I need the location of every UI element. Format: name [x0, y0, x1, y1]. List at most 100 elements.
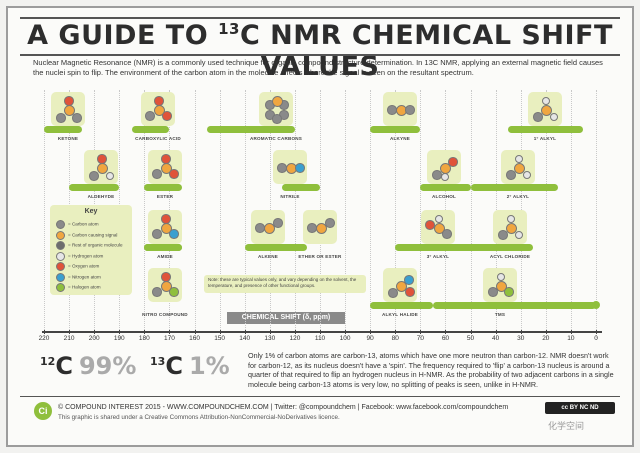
axis-tick-label: 90 [366, 335, 374, 342]
carbon-atom-icon [56, 113, 66, 123]
key-atom-icon [56, 241, 65, 250]
axis-tick [495, 330, 497, 334]
molecule-icon [383, 92, 417, 126]
carbon-atom-icon [325, 218, 335, 228]
group-label: NITRILE [280, 194, 300, 199]
molecule-icon [84, 150, 118, 184]
axis-tick-label: 60 [441, 335, 450, 342]
carbon-atom-icon [145, 111, 155, 121]
oxygen-atom-icon [448, 157, 458, 167]
oxygen-atom-icon [161, 272, 171, 282]
hydrogen-atom-icon [515, 155, 523, 163]
nitrogen-atom-icon [295, 163, 305, 173]
carbon-atom-icon [152, 229, 162, 239]
axis-tick [269, 330, 271, 334]
molecule-icon [273, 150, 307, 184]
range-bar-3-alkyl [445, 244, 534, 251]
axis-line [42, 331, 602, 333]
axis-tick [194, 330, 196, 334]
axis-tick-label: 160 [189, 335, 200, 342]
oxygen-atom-icon [405, 287, 415, 297]
axis-tick-label: 100 [339, 335, 351, 342]
axis-tick [570, 330, 572, 334]
axis-tick [94, 330, 96, 334]
axis-title: CHEMICAL SHIFT (δ, ppm) [227, 312, 345, 324]
gridline [470, 90, 472, 340]
axis-tick [345, 330, 347, 334]
group-label: ALCOHOL [431, 194, 457, 199]
molecule-icon [383, 268, 417, 302]
group-label: ESTER [156, 194, 174, 199]
carbon-atom-icon [498, 230, 508, 240]
hydrogen-atom-icon [106, 172, 114, 180]
axis-tick [244, 330, 246, 334]
axis-tick [420, 330, 422, 334]
compound-interest-logo: Ci [34, 402, 52, 420]
carbon-atom-icon [72, 113, 82, 123]
title-rule-top [20, 17, 620, 19]
range-bar-aromatic-carbons [207, 126, 295, 133]
signal-atom-icon [505, 222, 517, 234]
key-atom-icon [56, 220, 65, 229]
footer-rule [20, 396, 620, 397]
hydrogen-atom-icon [542, 97, 550, 105]
oxygen-atom-icon [169, 169, 179, 179]
signal-atom-icon [271, 95, 283, 107]
axis-tick-label: 140 [239, 335, 251, 342]
key-item-label: = Carbon causing signal [68, 232, 118, 238]
axis-tick-label: 70 [416, 335, 424, 342]
key-atom-icon [56, 251, 65, 261]
oxygen-atom-icon [161, 154, 171, 164]
axis-tick [596, 330, 597, 334]
axis-tick-label: 130 [264, 335, 276, 342]
hydrogen-atom-icon [515, 231, 523, 239]
c13-abundance: 13C 1% [150, 352, 230, 380]
hydrogen-atom-icon [435, 215, 443, 223]
range-bar-acyl-chloride [144, 244, 182, 251]
axis-tick-label: 210 [63, 335, 75, 342]
page-title: A GUIDE TO 13C NMR CHEMICAL SHIFT VALUES [27, 20, 613, 82]
oxygen-atom-icon [161, 214, 171, 224]
carbon-atom-icon [533, 112, 543, 122]
group-label: ACYL CHLORIDE [489, 254, 531, 259]
group-label: ALKYNE [389, 136, 411, 141]
key-atom-icon [56, 230, 65, 240]
group-label: KETONE [57, 136, 79, 141]
footer-license: This graphic is shared under a Creative … [58, 414, 340, 421]
carbon-atom-icon [388, 288, 398, 298]
hydrogen-atom-icon [550, 113, 558, 121]
axis-tick [169, 330, 171, 334]
group-label: ETHER OR ESTER [298, 254, 342, 259]
legend-key: Key = Carbon atom = Carbon causing signal… [50, 205, 132, 295]
signal-atom-icon [395, 280, 407, 292]
axis-tick-label: 10 [567, 335, 575, 342]
signal-atom-icon [96, 162, 108, 174]
c12-abundance: 12C 99% [40, 352, 137, 380]
gridline [244, 90, 246, 340]
nitrogen-atom-icon [169, 229, 179, 239]
molecule-icon [259, 92, 293, 126]
carbon-atom-icon [152, 169, 162, 179]
molecule-icon [51, 92, 85, 126]
key-item: = Oxygen atom [56, 262, 99, 271]
intro-text: Nuclear Magnetic Resonance (NMR) is a co… [33, 58, 603, 77]
hydrogen-atom-icon [497, 273, 505, 281]
axis-tick-label: 50 [466, 335, 475, 342]
carbon-atom-icon [488, 287, 498, 297]
molecule-icon [483, 268, 517, 302]
axis-tick [520, 330, 522, 334]
axis-tick-label: 40 [492, 335, 500, 342]
axis-tick [370, 330, 372, 334]
axis-tick-label: 30 [517, 335, 525, 342]
gridline [395, 90, 397, 340]
key-title: Key [84, 208, 98, 215]
gridline [545, 90, 547, 340]
range-bar-alcohol [420, 184, 471, 191]
key-item: = Nitrogen atom [56, 272, 101, 282]
axis-tick-label: 80 [391, 335, 399, 342]
gridline [144, 90, 146, 340]
gridline [44, 90, 45, 340]
key-item: = Carbon atom [56, 220, 99, 229]
group-label: 2° ALKYL [506, 194, 530, 199]
molecule-icon [141, 92, 175, 126]
